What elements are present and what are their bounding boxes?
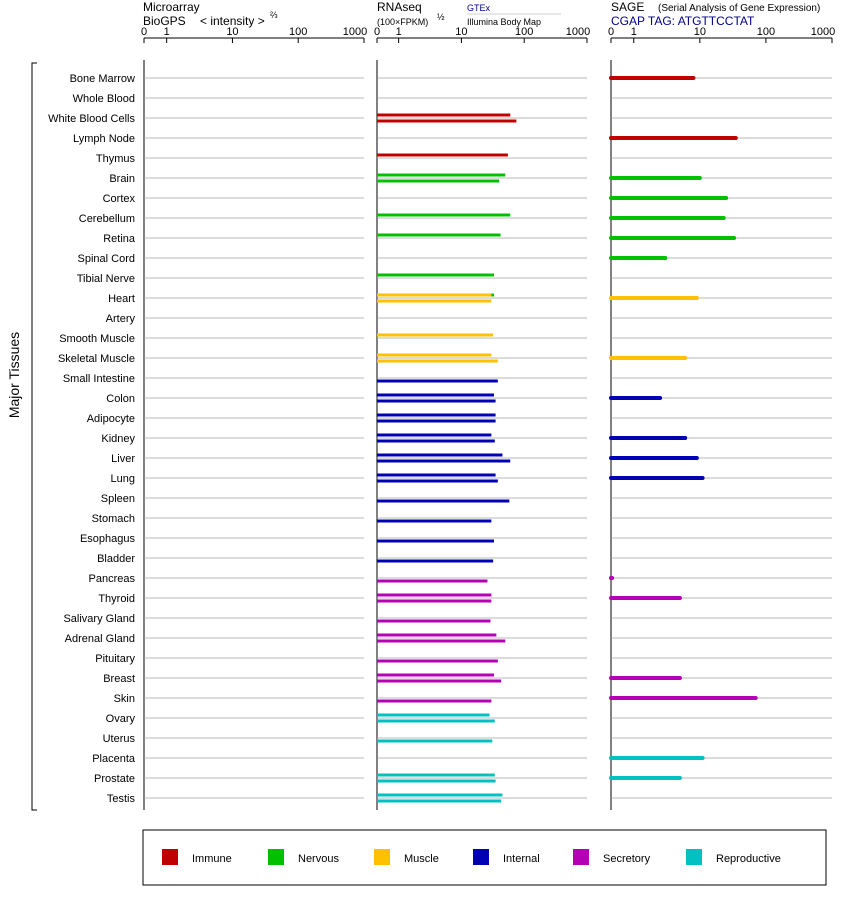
tissue-label: Whole Blood (73, 93, 135, 105)
tissue-label: White Blood Cells (48, 113, 135, 125)
legend-swatch-nervous (268, 849, 284, 865)
sage-note: (Serial Analysis of Gene Expression) (658, 3, 820, 14)
tissue-labels: Bone Marrow Whole Blood White Blood Cells L… (48, 73, 136, 805)
rnaseq-units: (100×FPKM) (377, 17, 428, 27)
sage-title: SAGE (611, 0, 644, 14)
microarray-units: < intensity > (200, 14, 265, 28)
tissue-label: Small Intestine (63, 373, 135, 385)
rnaseq-tick-label: 10 (455, 26, 467, 38)
tissue-label: Spinal Cord (78, 253, 135, 265)
rnaseq-tick-label: 1000 (566, 26, 590, 38)
tissue-label: Retina (103, 233, 136, 245)
sage-tick-label: 0 (608, 26, 614, 38)
rnaseq-exponent: ½ (437, 12, 445, 22)
legend-label-reproductive: Reproductive (716, 853, 781, 865)
microarray-tick-label: 10 (226, 26, 238, 38)
sage-tag: CGAP TAG: ATGTTCCTAT (611, 14, 755, 28)
tissue-label: Smooth Muscle (59, 333, 135, 345)
tissue-label: Spleen (101, 493, 135, 505)
tissue-label: Brain (109, 173, 135, 185)
tissue-label: Tibial Nerve (77, 273, 135, 285)
y-axis-label: Major Tissues (6, 332, 22, 418)
tissue-label: Stomach (92, 513, 135, 525)
microarray-tick-label: 0 (141, 26, 147, 38)
tissue-label: Kidney (101, 433, 135, 445)
tissue-label: Esophagus (80, 533, 136, 545)
rnaseq-tick-label: 100 (515, 26, 533, 38)
legend-swatch-immune (162, 849, 178, 865)
sage-tick-label: 100 (757, 26, 775, 38)
tissue-label: Heart (108, 293, 135, 305)
tissue-label: Skeletal Muscle (58, 353, 135, 365)
tissue-label: Colon (106, 393, 135, 405)
microarray-subtitle: BioGPS (143, 14, 186, 28)
tissue-label: Prostate (94, 773, 135, 785)
tissue-label: Cortex (103, 193, 136, 205)
tissue-label: Thymus (96, 153, 136, 165)
tissue-bracket (31, 62, 37, 811)
legend-swatch-secretory (573, 849, 589, 865)
tissue-label: Thyroid (98, 593, 135, 605)
tissue-label: Lymph Node (73, 133, 135, 145)
rnaseq-source-gtex: GTEx (467, 3, 491, 13)
tissue-label: Liver (111, 453, 135, 465)
legend-swatch-muscle (374, 849, 390, 865)
microarray-tick-label: 100 (289, 26, 307, 38)
rnaseq-source-bodymap: Illumina Body Map (467, 17, 541, 27)
rnaseq-tick-label: 1 (396, 26, 402, 38)
tissue-label: Ovary (106, 713, 136, 725)
tissue-label: Testis (107, 793, 136, 805)
microarray-exponent: ⅔ (270, 10, 278, 20)
sage-tick-label: 1000 (811, 26, 835, 38)
panels-layer: 0 1 10 100 1000 0 1 10 100 1000 0 1 10 100 1000 (141, 26, 835, 810)
sage-tick-label: 1 (631, 26, 637, 38)
legend: Immune Nervous Muscle Internal Secretory Repr… (162, 849, 781, 865)
legend-label-muscle: Muscle (404, 853, 439, 865)
tissue-label: Skin (114, 693, 135, 705)
legend-label-immune: Immune (192, 853, 232, 865)
microarray-title: Microarray (143, 0, 200, 14)
tissue-label: Bone Marrow (70, 73, 135, 85)
tissue-label: Lung (111, 473, 135, 485)
tissue-label: Bladder (97, 553, 135, 565)
tissue-label: Adrenal Gland (65, 633, 135, 645)
tissue-label: Artery (106, 313, 136, 325)
tissue-label: Pituitary (95, 653, 135, 665)
tissue-label: Adipocyte (87, 413, 135, 425)
tissue-label: Breast (103, 673, 135, 685)
tissue-label: Salivary Gland (63, 613, 135, 625)
legend-label-internal: Internal (503, 853, 540, 865)
tissue-label: Placenta (92, 753, 136, 765)
rnaseq-title: RNAseq (377, 0, 422, 14)
legend-swatch-reproductive (686, 849, 702, 865)
microarray-tick-label: 1000 (343, 26, 367, 38)
tissue-label: Uterus (103, 733, 136, 745)
rnaseq-tick-label: 0 (374, 26, 380, 38)
bars-layer (377, 76, 758, 803)
microarray-tick-label: 1 (164, 26, 170, 38)
sage-tick-label: 10 (694, 26, 706, 38)
tissue-label: Pancreas (89, 573, 136, 585)
tissue-label: Cerebellum (79, 213, 135, 225)
legend-swatch-internal (473, 849, 489, 865)
legend-label-nervous: Nervous (298, 853, 339, 865)
legend-label-secretory: Secretory (603, 853, 651, 865)
